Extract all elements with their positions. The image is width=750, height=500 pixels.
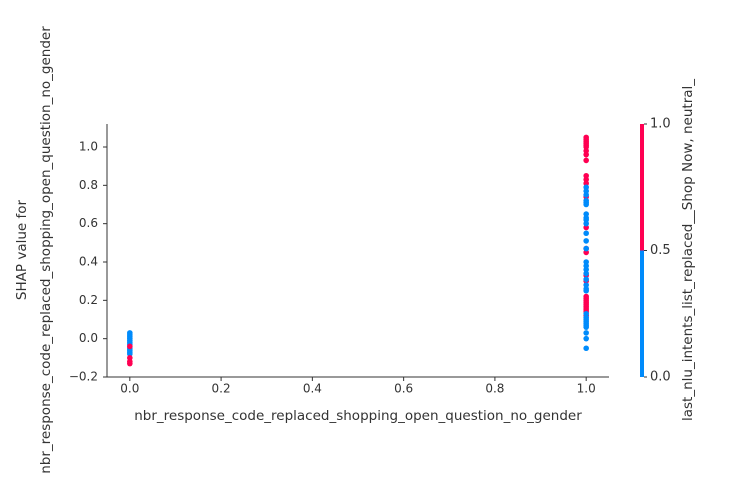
x-tick-label: 0.4 [303,382,322,396]
point [127,351,133,357]
x-tick-label: 0.6 [394,382,413,396]
point [583,266,589,273]
y-axis-label: SHAP value for [14,199,30,300]
x-tick-label: 0.0 [120,382,139,396]
point [583,180,589,187]
y-tick-label: 0.4 [79,255,98,269]
point [127,343,133,350]
point [583,345,589,352]
y-tick-label: 0.2 [79,293,98,307]
x-axis-label: nbr_response_code_replaced_shopping_open… [134,408,582,424]
point [583,330,589,336]
point [583,287,589,294]
point [127,360,133,367]
point [583,211,589,217]
point [583,192,589,198]
point [583,230,589,237]
point [583,270,589,277]
point [583,184,589,191]
point [583,144,589,150]
point [583,282,589,288]
y-tick-label: 0.8 [79,178,98,192]
point [583,201,589,208]
colorbar-tick-label: 1.0 [650,117,671,132]
colorbar-low [640,250,644,377]
point [583,238,589,244]
x-tick-label: 0.2 [212,382,231,396]
y-tick-label: −0.2 [69,370,98,384]
colorbar-tick-label: 0.0 [650,370,671,385]
colorbar-tick-label: 0.5 [650,243,671,258]
y-tick-label: 1.0 [79,140,98,154]
point [583,220,589,227]
point [583,148,589,154]
point [583,263,589,269]
point [127,355,133,361]
point [583,245,589,252]
point [583,217,589,223]
colorbar-high [640,124,644,251]
y-axis-label: nbr_response_code_replaced_shopping_open… [38,26,54,474]
point [583,176,589,183]
colorbar-label: last_nlu_intents_list_replaced__Shop Now… [680,79,696,421]
x-tick-label: 1.0 [577,382,596,396]
point [583,324,589,330]
x-tick-label: 0.8 [485,382,504,396]
point [583,188,589,194]
point [583,335,589,342]
point [583,259,589,265]
point [583,249,589,256]
point [583,151,589,158]
point [583,172,589,179]
point [583,276,589,283]
y-tick-label: 0.6 [79,216,98,230]
point [583,157,589,164]
point [583,310,589,317]
y-tick-label: 0.0 [79,331,98,345]
point [583,224,589,231]
